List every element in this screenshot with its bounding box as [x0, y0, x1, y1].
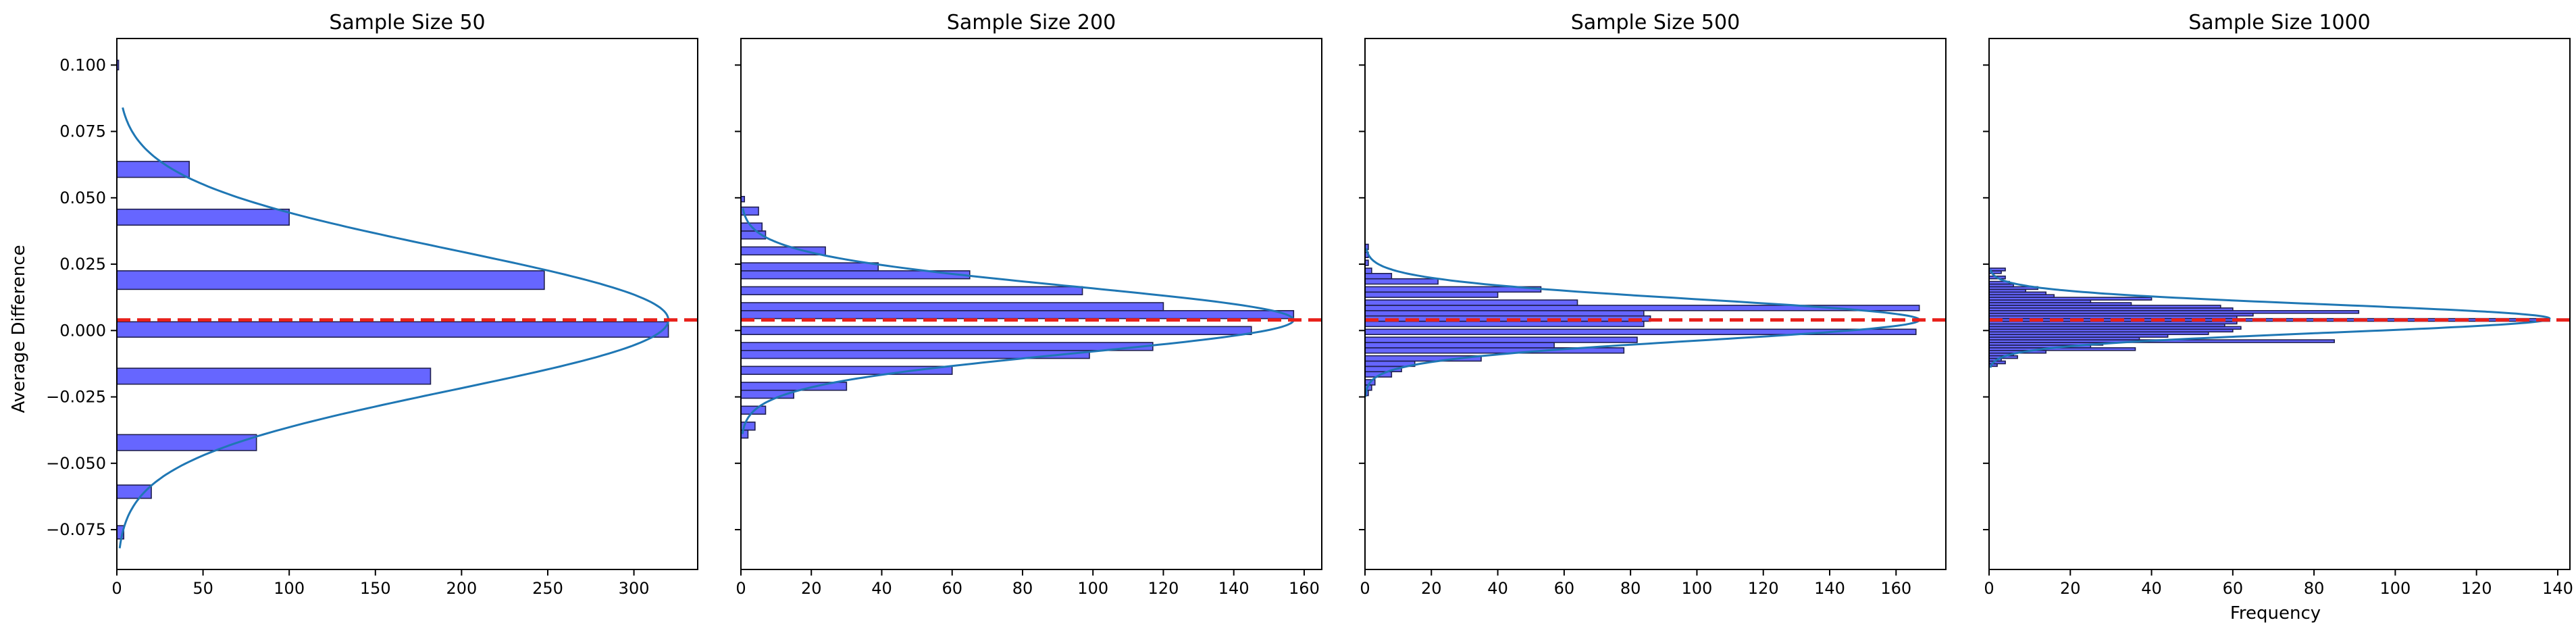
- histogram-bar: [116, 208, 290, 226]
- panel-title: Sample Size 50: [329, 11, 485, 34]
- histogram-bar: [1364, 278, 1439, 285]
- histogram-bar: [740, 310, 1295, 320]
- histogram-bar: [1364, 291, 1499, 298]
- x-axis-label: Frequency: [2230, 603, 2321, 624]
- x-tick-label: 0: [736, 579, 746, 598]
- x-tick-label: 200: [446, 579, 477, 598]
- y-axis-label: Average Difference: [9, 245, 29, 413]
- x-tick-label: 120: [1748, 579, 1779, 598]
- x-tick-label: 60: [2223, 579, 2244, 598]
- panel-1: −0.075 −0.050 −0.025 0.000 0.025 0.050 0.075 0.…: [46, 11, 698, 598]
- density-curve: [118, 107, 670, 549]
- x-tick-label: 100: [1682, 579, 1713, 598]
- axes-frame: [740, 38, 1322, 570]
- x-tick-label: 140: [1218, 579, 1250, 598]
- y-tick-label: 0.075: [59, 122, 106, 141]
- panel-3: 0 20 40 60 80 100 120 140 160 Sample Size 500: [1359, 11, 1947, 598]
- x-tick-label: 150: [360, 579, 391, 598]
- histogram-bar: [116, 321, 669, 338]
- panel-title: Sample Size 500: [1571, 11, 1740, 34]
- x-tick-label: 40: [871, 579, 892, 598]
- y-tick-label: −0.025: [46, 388, 106, 407]
- x-tick-label: 140: [2542, 579, 2573, 598]
- histogram-bar: [1364, 336, 1638, 343]
- x-tick-label: 80: [1620, 579, 1641, 598]
- x-tick-label: 60: [942, 579, 962, 598]
- histogram-bar: [1364, 268, 1372, 274]
- panel-2: 0 20 40 60 80 100 120 140 160 Sample Size 200: [735, 11, 1322, 598]
- histogram-bar: [116, 161, 190, 178]
- histogram-bar: [1364, 299, 1578, 306]
- x-tick-label: 80: [2304, 579, 2325, 598]
- y-tick-label: 0.100: [59, 55, 106, 74]
- y-tick-label: −0.075: [46, 520, 106, 539]
- x-tick-label: 0: [1984, 579, 1994, 598]
- histogram-bar: [740, 262, 879, 272]
- x-tick-label: 100: [274, 579, 305, 598]
- x-tick-label: 120: [1148, 579, 1179, 598]
- histogram-bar: [1364, 342, 1555, 349]
- histogram-bar: [740, 286, 1083, 296]
- axes-frame: [116, 38, 698, 570]
- x-tick-label: 100: [2379, 579, 2411, 598]
- panels-group: −0.075 −0.050 −0.025 0.000 0.025 0.050 0.075 0.…: [46, 11, 2573, 598]
- x-tick-label: 40: [1487, 579, 1508, 598]
- y-tick-label: −0.050: [46, 454, 106, 473]
- histogram-bar: [740, 326, 1252, 335]
- x-tick-label: 20: [2060, 579, 2081, 598]
- histogram-bar: [740, 302, 1164, 311]
- x-tick-label: 120: [2461, 579, 2492, 598]
- histogram-bar: [1364, 310, 1645, 317]
- axes-frame: [1988, 38, 2571, 570]
- density-curve: [1364, 248, 1921, 397]
- x-tick-label: 300: [619, 579, 650, 598]
- panel-title: Sample Size 1000: [2188, 11, 2371, 34]
- y-tick-label: 0.000: [59, 321, 106, 340]
- axes-frame: [1364, 38, 1947, 570]
- histogram-bar: [1364, 273, 1393, 280]
- panel-title: Sample Size 200: [947, 11, 1116, 34]
- histogram-bar: [116, 270, 545, 290]
- x-tick-label: 20: [801, 579, 822, 598]
- y-tick-label: 0.025: [59, 255, 106, 274]
- panel-4: 0 20 40 60 80 100 120 140 Sample Size 1000: [1983, 11, 2573, 598]
- x-tick-label: 60: [1554, 579, 1575, 598]
- histogram-bar: [116, 367, 432, 385]
- x-tick-label: 250: [532, 579, 563, 598]
- x-tick-label: 20: [1421, 579, 1442, 598]
- x-tick-label: 160: [1880, 579, 1911, 598]
- y-tick-label: 0.050: [59, 188, 106, 207]
- histogram-bar: [1364, 320, 1645, 328]
- x-tick-label: 140: [1814, 579, 1845, 598]
- x-tick-label: 50: [192, 579, 213, 598]
- x-tick-label: 100: [1077, 579, 1108, 598]
- x-tick-label: 40: [2141, 579, 2162, 598]
- histogram-bar: [740, 342, 1154, 351]
- x-tick-label: 80: [1012, 579, 1033, 598]
- x-tick-label: 0: [1360, 579, 1370, 598]
- x-tick-label: 0: [111, 579, 122, 598]
- x-tick-label: 160: [1289, 579, 1320, 598]
